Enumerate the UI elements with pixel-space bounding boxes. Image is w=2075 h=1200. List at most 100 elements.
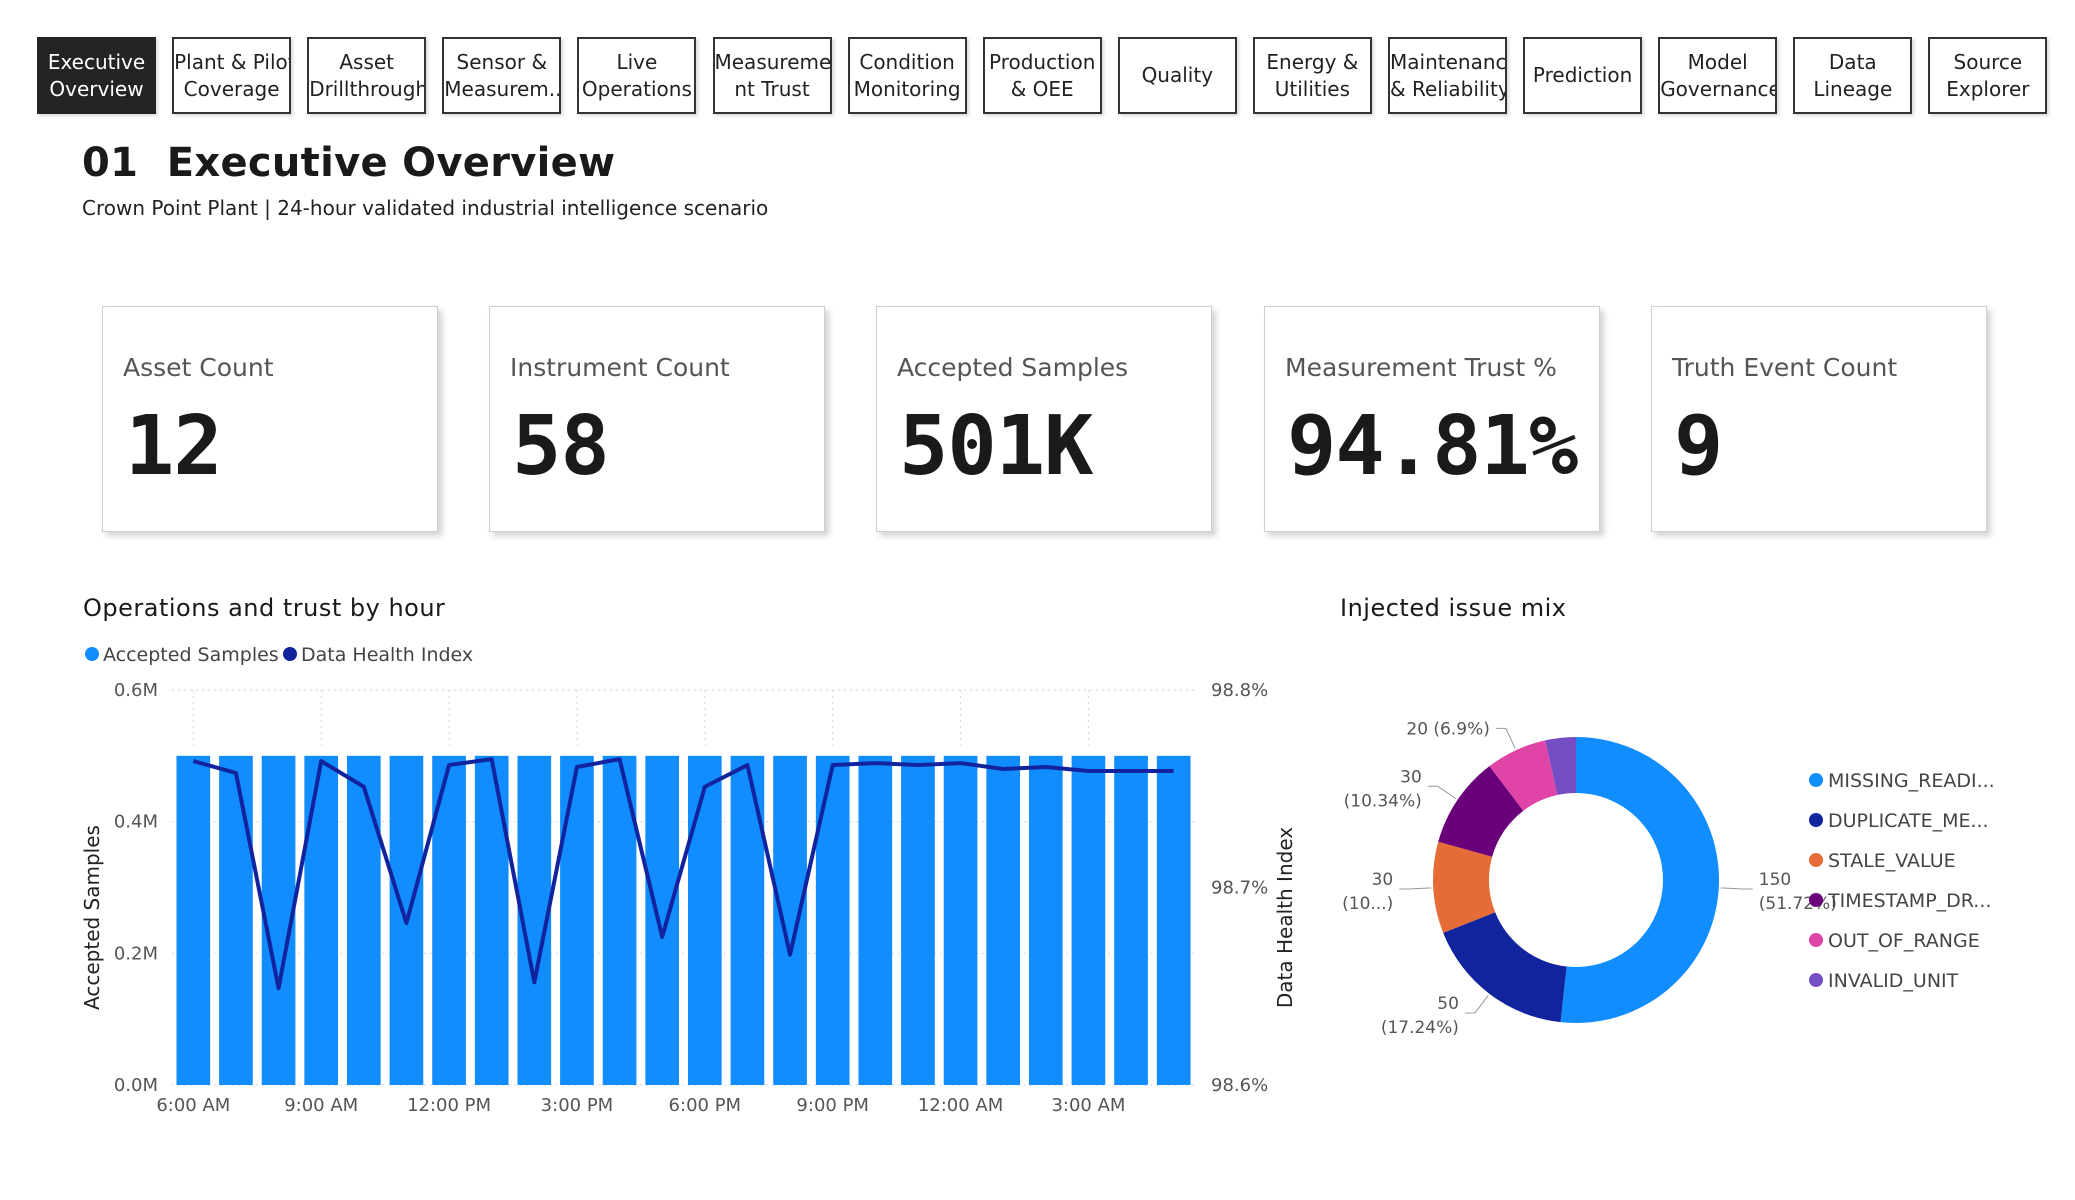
- legend-marker: [1809, 773, 1823, 787]
- legend-label[interactable]: MISSING_READI...: [1828, 770, 1995, 792]
- bar-accepted-samples[interactable]: [730, 755, 765, 1085]
- tab-label-line: Energy &: [1266, 49, 1359, 74]
- tab-label-line: Utilities: [1274, 76, 1351, 101]
- tab-measurement-trust[interactable]: Measureme nt Trust: [712, 37, 832, 114]
- kpi-card-accepted-samples[interactable]: Accepted Samples 501K: [876, 306, 1212, 532]
- legend-label[interactable]: STALE_VALUE: [1828, 850, 1956, 872]
- tab-label-line: nt Trust: [734, 76, 810, 101]
- legend-label[interactable]: TIMESTAMP_DR...: [1827, 890, 1991, 912]
- bar-accepted-samples[interactable]: [1156, 755, 1191, 1085]
- tab-label-line: Overview: [49, 76, 144, 101]
- tab-label-line: Sensor &: [456, 49, 548, 74]
- tab-label-line: Data: [1828, 49, 1877, 74]
- tab-condition-monitoring[interactable]: Condition Monitoring: [847, 37, 967, 114]
- bar-accepted-samples[interactable]: [773, 755, 807, 1085]
- y-tick-label: 0.2M: [114, 943, 158, 964]
- tab-label-line: Asset: [339, 49, 395, 74]
- tab-live-operations[interactable]: Live Operations: [577, 37, 697, 114]
- tab-label-line: Maintenance: [1390, 49, 1505, 74]
- tab-label-line: Measureme: [714, 49, 830, 74]
- tab-production-oee[interactable]: Production & OEE: [982, 37, 1102, 114]
- donut-slice-stale[interactable]: [1433, 841, 1496, 933]
- line-data-health-index[interactable]: [192, 757, 1174, 991]
- bar-accepted-samples[interactable]: [560, 755, 594, 1085]
- tab-model-governance[interactable]: Model Governance: [1658, 37, 1778, 114]
- bar-accepted-samples[interactable]: [474, 755, 509, 1085]
- donut-data-labels: 150 (51.72%) 50 (17.24%) 30 (10...) 30 (10.34%)…: [1342, 719, 1837, 1038]
- tab-quality[interactable]: Quality: [1117, 37, 1237, 114]
- y-axis-title: Accepted Samples: [80, 825, 104, 1010]
- tab-label-line: Production: [988, 49, 1096, 74]
- donut-data-label: 50: [1437, 994, 1459, 1014]
- donut-data-label: (10.34%): [1344, 791, 1422, 811]
- bar-series: [176, 755, 1191, 1085]
- tab-label: Quality: [1120, 62, 1235, 89]
- tab-label: Plant & Pilot Coverage: [174, 49, 289, 103]
- bar-accepted-samples[interactable]: [901, 755, 935, 1085]
- bar-accepted-samples[interactable]: [1114, 755, 1148, 1085]
- tab-label: Maintenance& Reliability: [1390, 49, 1505, 103]
- legend-marker: [1809, 813, 1823, 827]
- tab-label-line: Measurem...: [444, 76, 560, 101]
- donut-slice-out-of-range[interactable]: [1489, 740, 1558, 811]
- donut-data-label: (51.72%): [1759, 894, 1837, 914]
- donut-slice-timestamp[interactable]: [1438, 766, 1524, 857]
- kpi-value: 9: [1674, 399, 1723, 494]
- donut-slices: [1433, 737, 1719, 1023]
- tab-source-explorer[interactable]: Source Explorer: [1928, 37, 2048, 114]
- kpi-card-measurement-trust[interactable]: Measurement Trust % 94.81%: [1264, 306, 1600, 532]
- bar-accepted-samples[interactable]: [176, 755, 211, 1085]
- tab-plant-pilot-coverage[interactable]: Plant & Pilot Coverage: [172, 37, 292, 114]
- tab-label: Data Lineage: [1795, 49, 1910, 103]
- bar-accepted-samples[interactable]: [219, 755, 253, 1085]
- tab-label-line: Model: [1687, 49, 1748, 74]
- legend-marker: [283, 647, 297, 661]
- donut-data-label: 30: [1400, 767, 1422, 787]
- y2-tick-label: 98.7%: [1211, 878, 1268, 899]
- kpi-card-truth-event-count[interactable]: Truth Event Count 9: [1651, 306, 1987, 532]
- tab-data-lineage[interactable]: Data Lineage: [1793, 37, 1913, 114]
- tab-label-line: Plant & Pilot: [174, 49, 290, 74]
- bar-accepted-samples[interactable]: [1071, 755, 1106, 1085]
- tab-label-line: & Reliability: [1390, 76, 1505, 101]
- legend-marker: [1809, 973, 1823, 987]
- legend-marker: [1809, 933, 1823, 947]
- bar-accepted-samples[interactable]: [815, 755, 850, 1085]
- donut-slice-duplicate[interactable]: [1443, 912, 1567, 1023]
- tab-asset-drillthrough[interactable]: Asset Drillthrough: [307, 37, 427, 114]
- chart-gridlines: [172, 689, 1195, 1086]
- legend-label[interactable]: DUPLICATE_ME...: [1828, 810, 1989, 832]
- x-axis: 6:00 AM 9:00 AM 12:00 PM 3:00 PM 6:00 PM 9:00…: [156, 1095, 1125, 1116]
- bar-accepted-samples[interactable]: [943, 755, 978, 1085]
- donut-slice-invalid-unit[interactable]: [1545, 737, 1576, 796]
- tab-label-line: Quality: [1141, 63, 1214, 87]
- legend-marker: [1809, 853, 1823, 867]
- legend-label[interactable]: Data Health Index: [301, 644, 473, 666]
- tab-label-line: Prediction: [1532, 63, 1633, 87]
- kpi-card-asset-count[interactable]: Asset Count 12: [102, 306, 438, 532]
- bar-accepted-samples[interactable]: [645, 755, 680, 1085]
- legend-marker: [1809, 893, 1823, 907]
- tab-label: Sensor & Measurem...: [444, 49, 559, 103]
- tab-label: Asset Drillthrough: [309, 49, 424, 103]
- tab-sensor-measurem[interactable]: Sensor & Measurem...: [442, 37, 562, 114]
- legend-label[interactable]: OUT_OF_RANGE: [1828, 930, 1980, 952]
- donut-slice-missing[interactable]: [1560, 737, 1719, 1023]
- kpi-card-instrument-count[interactable]: Instrument Count 58: [489, 306, 825, 532]
- operations-trust-chart: Accepted Samples Data Health Index 0.0M 0.2…: [80, 644, 1297, 1116]
- tab-label-line: Explorer: [1946, 76, 2030, 101]
- tab-maintenance-reliability[interactable]: Maintenance& Reliability: [1388, 37, 1507, 114]
- legend-label[interactable]: INVALID_UNIT: [1828, 970, 1959, 992]
- bar-accepted-samples[interactable]: [858, 755, 893, 1085]
- bar-accepted-samples[interactable]: [1028, 755, 1063, 1085]
- bar-accepted-samples[interactable]: [687, 755, 722, 1085]
- bar-accepted-samples[interactable]: [304, 755, 339, 1085]
- tab-energy-utilities[interactable]: Energy & Utilities: [1252, 37, 1372, 114]
- tab-prediction[interactable]: Prediction: [1523, 37, 1643, 114]
- tab-executive-overview[interactable]: Executive Overview: [37, 37, 156, 114]
- legend-label[interactable]: Accepted Samples: [103, 644, 279, 666]
- bar-accepted-samples[interactable]: [986, 755, 1021, 1085]
- bar-accepted-samples[interactable]: [346, 755, 381, 1085]
- tab-label: Energy & Utilities: [1255, 49, 1370, 103]
- x-tick-label: 6:00 PM: [669, 1095, 742, 1116]
